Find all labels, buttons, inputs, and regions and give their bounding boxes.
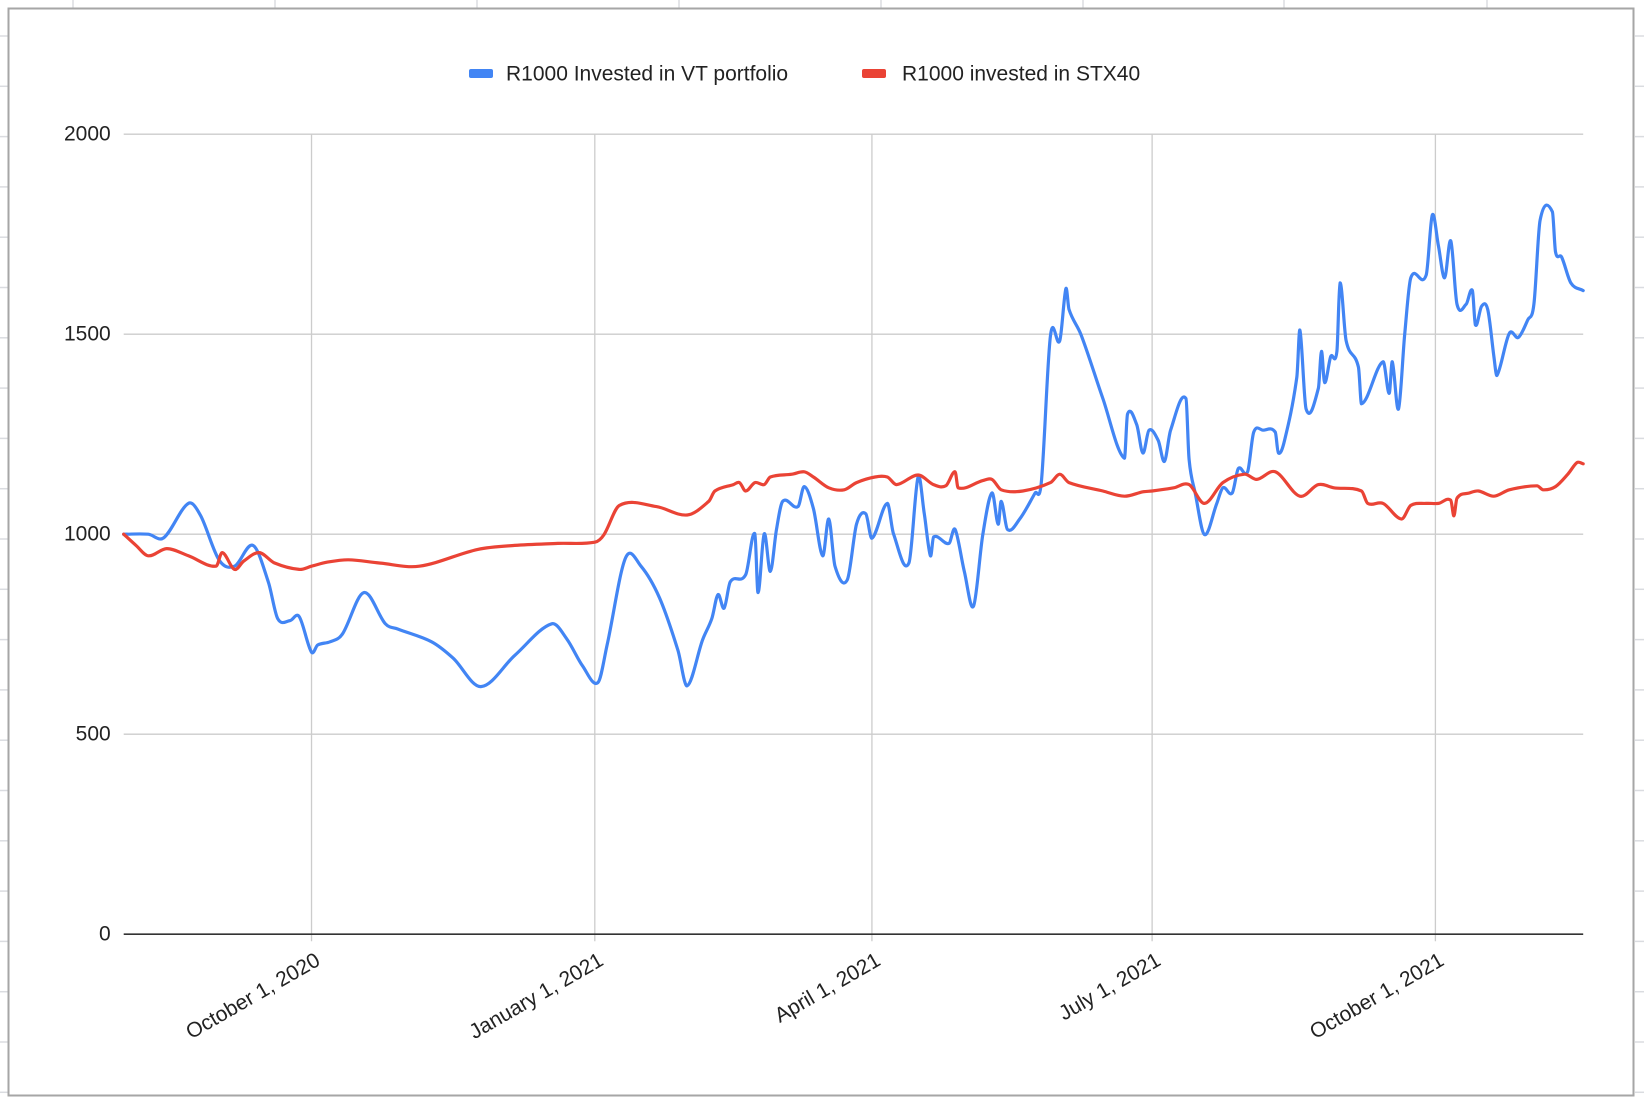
y-tick-label: 0 — [99, 923, 111, 946]
series-line-r1000-invested-in-vt-portfolio[interactable] — [122, 203, 1585, 689]
plot-gridlines — [123, 133, 1584, 942]
legend-swatch-stx40 — [862, 69, 886, 78]
y-axis: 0 500 1000 1500 2000 — [64, 123, 111, 946]
legend-swatch-vt-portfolio — [469, 69, 493, 78]
series-line-r1000-invested-in-stx40[interactable] — [122, 460, 1585, 572]
legend-item-vt-portfolio[interactable]: R1000 Invested in VT portfolio — [469, 63, 788, 86]
plot-series — [122, 203, 1585, 689]
legend-label-vt-portfolio: R1000 Invested in VT portfolio — [506, 63, 788, 86]
y-tick-label: 500 — [76, 723, 111, 746]
y-tick-label: 2000 — [64, 123, 111, 146]
y-tick-label: 1000 — [64, 523, 111, 546]
legend[interactable]: R1000 Invested in VT portfolio R1000 inv… — [469, 63, 1140, 86]
legend-item-stx40[interactable]: R1000 invested in STX40 — [862, 63, 1140, 86]
legend-label-stx40: R1000 invested in STX40 — [902, 63, 1140, 86]
y-tick-label: 1500 — [64, 323, 111, 346]
